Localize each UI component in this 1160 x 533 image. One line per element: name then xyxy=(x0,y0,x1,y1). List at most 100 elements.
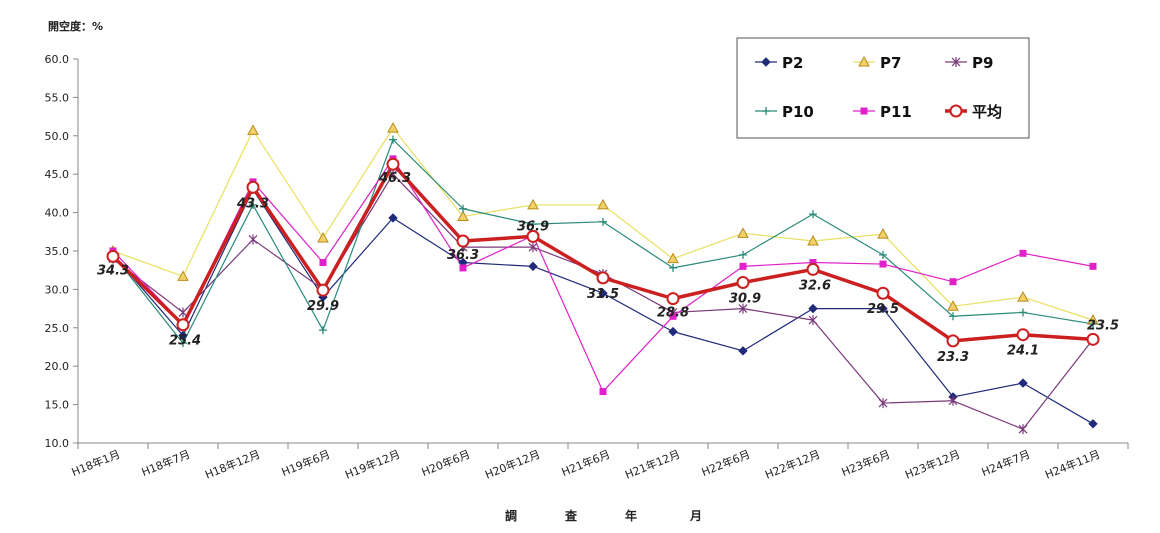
x-tick-label: H24年7月 xyxy=(979,447,1032,479)
marker-point xyxy=(860,107,868,115)
x-axis: H18年1月 H18年7月 H18年12月 H19年6月 H19年12月 H20年6月 H2… xyxy=(69,443,1129,482)
y-tick-label: 30.0 xyxy=(45,283,70,296)
x-tick-label: H22年12月 xyxy=(763,447,822,482)
x-tick-label: H18年12月 xyxy=(203,447,262,482)
x-tick-label: H20年12月 xyxy=(483,447,542,482)
marker-point xyxy=(597,198,609,210)
marker-point xyxy=(858,55,870,67)
series-markers-平均 xyxy=(106,157,1100,348)
marker-point xyxy=(457,210,469,221)
legend-label: P2 xyxy=(782,54,803,72)
legend-box xyxy=(736,37,1030,139)
x-tick-label: H22年6月 xyxy=(699,447,752,479)
x-axis-title-char: 年 xyxy=(625,508,639,523)
marker-point xyxy=(806,262,820,276)
y-tick-label: 45.0 xyxy=(45,168,70,181)
marker-point xyxy=(106,249,120,263)
x-tick-label: H23年6月 xyxy=(839,447,892,479)
marker-point xyxy=(668,326,678,337)
marker-point xyxy=(667,252,679,264)
data-label: 28.8 xyxy=(657,306,689,321)
marker-point xyxy=(951,57,961,67)
marker-point xyxy=(1019,308,1027,317)
marker-point xyxy=(179,339,187,348)
marker-point xyxy=(1018,424,1028,435)
legend-label: P11 xyxy=(880,103,912,121)
marker-point xyxy=(1089,262,1097,270)
marker-point xyxy=(596,271,610,285)
y-tick-label: 60.0 xyxy=(45,53,70,66)
marker-point xyxy=(879,250,887,259)
data-labels: 34.3 25.4 43.3 29.9 46.3 36.3 36.9 31.5 28.8 30.9… xyxy=(97,171,1119,365)
x-axis-title-char: 査 xyxy=(564,508,579,523)
marker-point xyxy=(736,275,750,289)
marker-point xyxy=(809,210,817,219)
legend: P2 P7 P9 P10 P11 平均 xyxy=(736,37,1030,139)
marker-point xyxy=(879,260,887,268)
legend-label: P9 xyxy=(972,54,993,72)
data-label: 23.5 xyxy=(1087,318,1119,333)
marker-point xyxy=(388,213,398,223)
x-tick-label: H19年12月 xyxy=(343,447,402,482)
data-label: 31.5 xyxy=(587,287,619,302)
marker-point xyxy=(1018,378,1028,388)
x-tick-label: H18年7月 xyxy=(139,447,192,479)
marker-point xyxy=(949,312,957,321)
marker-point xyxy=(249,200,257,209)
y-axis-title: 開空度：% xyxy=(48,19,103,33)
marker-point xyxy=(319,259,327,267)
y-tick-label: 25.0 xyxy=(45,322,70,335)
data-label: 32.6 xyxy=(799,278,831,293)
x-axis-title: 調査年月 xyxy=(505,508,704,523)
legend-item-P7: P7 xyxy=(853,54,901,72)
data-label: 36.9 xyxy=(517,219,549,234)
y-tick-label: 50.0 xyxy=(45,130,70,143)
y-tick-label: 40.0 xyxy=(45,207,70,220)
marker-point xyxy=(459,264,467,272)
marker-point xyxy=(177,270,189,281)
x-tick-label: H24年11月 xyxy=(1043,447,1102,482)
marker-point xyxy=(529,220,537,229)
y-tick-label: 20.0 xyxy=(45,360,70,373)
x-tick-label: H18年1月 xyxy=(69,447,122,479)
x-axis-title-char: 月 xyxy=(689,509,704,523)
marker-point xyxy=(178,307,188,318)
legend-item-P2: P2 xyxy=(755,54,803,72)
data-label: 29.5 xyxy=(867,302,899,317)
data-label: 30.9 xyxy=(729,291,761,306)
marker-point xyxy=(599,388,607,396)
x-tick-label: H21年12月 xyxy=(623,447,682,482)
legend-item-平均: 平均 xyxy=(945,103,1002,121)
marker-point xyxy=(599,217,607,226)
legend-label: P7 xyxy=(880,54,901,72)
marker-point xyxy=(246,180,260,194)
marker-point xyxy=(878,398,888,409)
series-line-P10 xyxy=(112,139,1094,344)
marker-point xyxy=(387,122,399,133)
data-label: 34.3 xyxy=(97,263,129,278)
marker-point xyxy=(946,334,960,348)
marker-point xyxy=(807,234,819,246)
marker-point xyxy=(1019,249,1027,257)
marker-point xyxy=(877,228,889,239)
marker-point xyxy=(876,286,890,300)
series-markers-P10 xyxy=(109,135,1097,348)
marker-point xyxy=(808,303,818,314)
data-label: 46.3 xyxy=(378,171,411,186)
marker-point xyxy=(527,198,539,210)
marker-point xyxy=(316,283,330,297)
marker-point xyxy=(1016,328,1030,342)
data-label: 43.3 xyxy=(236,196,269,211)
marker-point xyxy=(1088,419,1098,429)
marker-point xyxy=(669,312,677,320)
marker-point xyxy=(248,234,258,245)
series-markers xyxy=(106,122,1100,435)
marker-point xyxy=(526,229,540,243)
marker-point xyxy=(737,227,749,238)
marker-point xyxy=(528,261,538,272)
marker-point xyxy=(1089,319,1097,328)
marker-point xyxy=(459,204,467,213)
marker-point xyxy=(669,263,677,272)
x-axis-title-char: 調 xyxy=(505,508,519,523)
